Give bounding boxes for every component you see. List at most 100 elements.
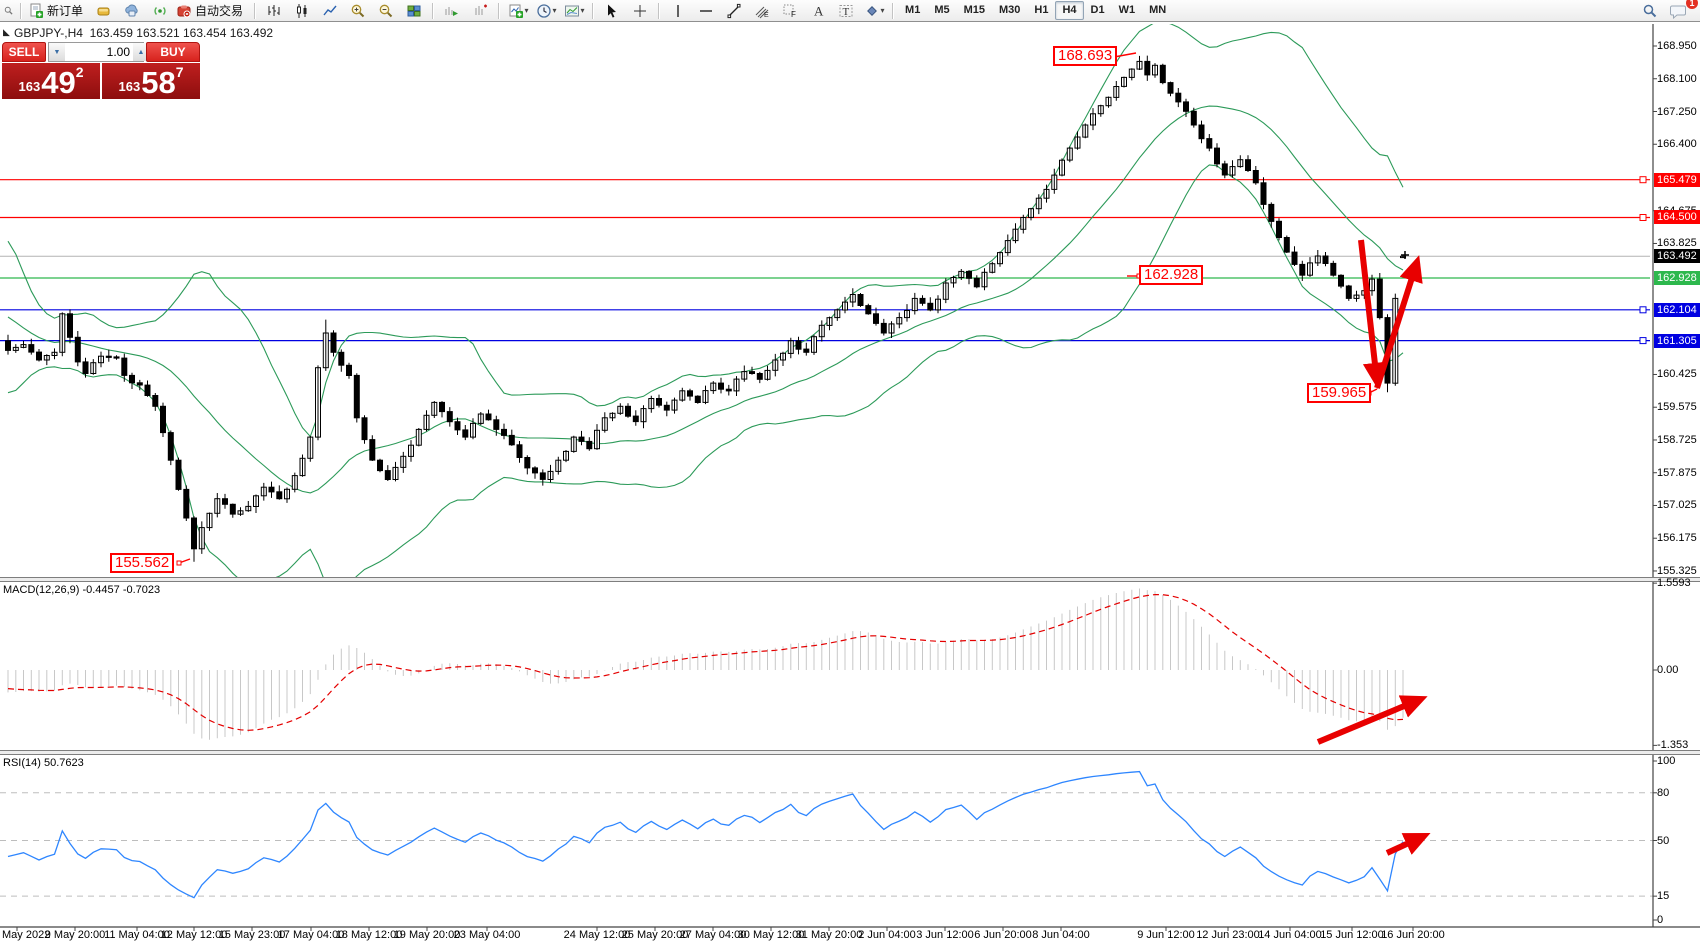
dropdown-caret-icon: ▾: [580, 6, 585, 15]
shapes-tool[interactable]: ▾: [860, 1, 888, 21]
chart-shift-button[interactable]: [466, 1, 494, 21]
text-label-icon: T: [839, 4, 853, 18]
auto-scroll-button[interactable]: [438, 1, 466, 21]
vertical-line-icon: [677, 4, 679, 17]
price-tick-label: 157.025: [1657, 499, 1697, 512]
timeframe-w1-button[interactable]: W1: [1118, 4, 1136, 16]
buy-button[interactable]: BUY: [146, 42, 200, 62]
line-chart-icon: [323, 5, 337, 15]
trendline-tool[interactable]: [720, 1, 748, 21]
timeframe-h1-button[interactable]: H1: [1034, 4, 1049, 16]
time-axis-label: 6 Jun 20:00: [974, 929, 1032, 941]
data-window-button[interactable]: [118, 1, 146, 21]
rsi-label: RSI(14) 50.7623: [3, 757, 84, 769]
timeframe-m30-button[interactable]: M30: [999, 4, 1021, 16]
time-axis-label: 19 May 20:00: [393, 929, 461, 941]
sell-button[interactable]: SELL: [2, 42, 46, 62]
trend-arrow[interactable]: [1316, 695, 1428, 745]
volume-stepper: ▼ ▲: [48, 42, 149, 62]
annotation-leader: [1113, 52, 1137, 58]
bollinger-lower: [7, 164, 1404, 577]
text-tool[interactable]: A: [804, 1, 832, 21]
zoom-out-button[interactable]: [372, 1, 400, 21]
volume-increase-button[interactable]: ▲: [133, 43, 149, 61]
new-order-button[interactable]: 新订单: [26, 1, 90, 21]
price-tick-label: 166.400: [1657, 138, 1697, 151]
cursor-icon: [608, 4, 617, 18]
trend-arrow[interactable]: [1385, 832, 1431, 856]
timeframe-m1-button[interactable]: M1: [905, 4, 921, 16]
templates-button[interactable]: ▾: [560, 1, 588, 21]
strategy-tester-button[interactable]: [146, 1, 174, 21]
price-tick-label: 168.950: [1657, 40, 1697, 52]
line-chart-button[interactable]: [316, 1, 344, 21]
vertical-line-tool[interactable]: [664, 1, 692, 21]
crosshair-tool-button[interactable]: [626, 1, 654, 21]
annotation-node: [176, 560, 182, 566]
time-axis-label: 12 May 12:00: [160, 929, 228, 941]
autotrading-button[interactable]: 自动交易: [174, 1, 250, 21]
panel-splitter[interactable]: [0, 577, 1700, 582]
autotrading-icon: [177, 5, 191, 17]
sell-price-prefix: 163: [18, 79, 41, 94]
search-button[interactable]: [1636, 1, 1664, 21]
market-watch-icon: [97, 7, 110, 15]
price-level-badge: 161.305: [1654, 333, 1700, 348]
text-label-tool[interactable]: T: [832, 1, 860, 21]
timeframe-m15-button[interactable]: M15: [963, 4, 985, 16]
periodicity-button[interactable]: ▾: [532, 1, 560, 21]
main-toolbar: 新订单 自动交易: [0, 0, 1700, 22]
market-watch-button[interactable]: [90, 1, 118, 21]
grid-tool[interactable]: F: [776, 1, 804, 21]
rsi-tick-label: 50: [1657, 834, 1670, 847]
candlestick-chart-button[interactable]: [288, 1, 316, 21]
timeframe-d1-button[interactable]: D1: [1090, 4, 1105, 16]
chart-corner-icon[interactable]: ◣: [3, 27, 10, 37]
price-tick-label: 160.425: [1657, 368, 1697, 381]
fibonacci-tool[interactable]: E: [748, 1, 776, 21]
volume-input[interactable]: [65, 43, 133, 61]
line-anchor-marker[interactable]: [1639, 214, 1647, 221]
cursor-tool-button[interactable]: [598, 1, 626, 21]
template-icon: [564, 5, 579, 16]
zoom-in-button[interactable]: [344, 1, 372, 21]
price-tag-annotation[interactable]: 159.965: [1307, 383, 1372, 403]
toolbar-separator: [892, 2, 895, 19]
chat-button[interactable]: 1: [1664, 0, 1698, 21]
price-tick-label: 167.250: [1657, 105, 1697, 118]
time-axis-label: 15 Jun 12:00: [1320, 929, 1384, 941]
partial-search-icon[interactable]: [2, 1, 16, 21]
timeframe-mn-button[interactable]: MN: [1149, 4, 1167, 16]
trend-arrow[interactable]: [1358, 239, 1387, 390]
price-tick-label: 156.175: [1657, 532, 1697, 545]
macd-label: MACD(12,26,9) -0.4457 -0.7023: [3, 584, 161, 596]
bar-chart-button[interactable]: [260, 1, 288, 21]
volume-decrease-button[interactable]: ▼: [49, 43, 65, 61]
time-axis-label: 24 May 12:00: [563, 929, 631, 941]
horizontal-line-tool[interactable]: [692, 1, 720, 21]
panel-splitter[interactable]: [0, 750, 1700, 755]
autotrading-label: 自动交易: [195, 4, 244, 18]
timeframe-h4-button[interactable]: H4: [1055, 1, 1084, 20]
buy-price[interactable]: 163 58 7: [102, 63, 200, 99]
price-tag-annotation[interactable]: 168.693: [1053, 46, 1118, 66]
chat-bubble-icon: [1670, 5, 1686, 19]
trend-arrow[interactable]: [1374, 255, 1423, 389]
dropdown-caret-icon: ▾: [880, 6, 885, 15]
magnifier-icon: [4, 6, 13, 15]
svg-text:E: E: [764, 12, 769, 19]
time-axis-label: 25 May 20:00: [621, 929, 689, 941]
time-axis-label: 2 Jun 04:00: [858, 929, 916, 941]
line-anchor-marker[interactable]: [1639, 306, 1647, 314]
line-anchor-marker[interactable]: [1639, 337, 1647, 345]
price-tag-annotation[interactable]: 155.562: [110, 553, 175, 573]
line-anchor-marker[interactable]: [1639, 176, 1647, 184]
time-axis-label: 23 May 04:00: [453, 929, 521, 941]
tile-windows-button[interactable]: [400, 1, 428, 21]
price-tag-annotation[interactable]: 162.928: [1139, 265, 1204, 285]
sell-price[interactable]: 163 49 2: [2, 63, 100, 99]
timeframe-m5-button[interactable]: M5: [934, 4, 950, 16]
new-chart-button[interactable]: ▾: [504, 1, 532, 21]
